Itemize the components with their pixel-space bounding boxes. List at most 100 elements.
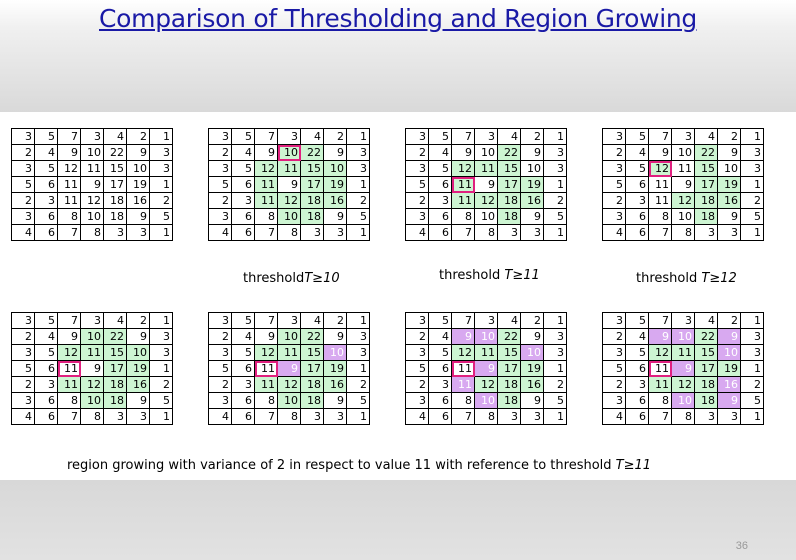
matrix-cell: 2: [602, 192, 626, 209]
matrix-cell: 5: [34, 128, 58, 145]
matrix-cell: 1: [740, 312, 764, 329]
matrix-cell: 3: [520, 224, 544, 241]
matrix-cell: 11: [80, 344, 104, 361]
matrix-cell: 4: [103, 128, 127, 145]
matrix-cell: 3: [277, 128, 301, 145]
matrix-cell: 4: [231, 144, 255, 161]
matrix-cell: 10: [323, 344, 347, 361]
matrix-cell: 5: [34, 160, 58, 177]
matrix-row: 3 5 12 11 15 10 3: [602, 160, 764, 177]
matrix-cell: 19: [323, 176, 347, 193]
matrix-cell: 1: [740, 408, 764, 425]
matrix-cell: 3: [740, 328, 764, 345]
matrix-row: 2 4 9 10 22 9 3: [405, 328, 567, 345]
matrix-cell: 8: [57, 208, 81, 225]
matrix-cell: 3: [694, 408, 718, 425]
matrix-cell: 19: [126, 360, 150, 377]
matrix-cell: 10: [474, 208, 498, 225]
matrix-cell: 6: [34, 408, 58, 425]
matrix-cell: 17: [300, 176, 324, 193]
seed-cell: 11: [451, 360, 475, 377]
matrix-cell: 4: [34, 144, 58, 161]
matrix-row: 3 6 8 10 18 9 5: [208, 208, 370, 225]
matrix-cell: 3: [126, 408, 150, 425]
seed-cell: 12: [648, 160, 672, 177]
matrix-cell: 5: [625, 312, 649, 329]
matrix-cell: 10: [717, 344, 741, 361]
matrix-cell: 18: [300, 208, 324, 225]
matrix-cell: 6: [625, 408, 649, 425]
matrix-cell: 3: [497, 224, 521, 241]
matrix-cell: 5: [543, 208, 567, 225]
matrix-cell: 16: [323, 376, 347, 393]
matrix-cell: 9: [80, 176, 104, 193]
matrix-cell: 4: [231, 328, 255, 345]
matrix-cell: 3: [126, 224, 150, 241]
matrix-cell: 10: [671, 328, 695, 345]
matrix-cell: 6: [428, 360, 452, 377]
matrix-cell: 5: [208, 360, 232, 377]
matrix-cell: 3: [625, 376, 649, 393]
matrix-cell: 3: [149, 344, 173, 361]
matrix-cell: 7: [648, 312, 672, 329]
matrix-cell: 18: [497, 208, 521, 225]
matrix-cell: 16: [520, 192, 544, 209]
seed-cell: 11: [648, 360, 672, 377]
matrix-cell: 18: [694, 192, 718, 209]
matrix-cell: 3: [11, 312, 35, 329]
matrix-cell: 3: [208, 160, 232, 177]
matrix-cell: 8: [277, 408, 301, 425]
matrix-cell: 11: [57, 192, 81, 209]
matrix-cell: 3: [740, 344, 764, 361]
matrix-cell: 9: [277, 176, 301, 193]
matrix-cell: 3: [543, 160, 567, 177]
matrix-cell: 9: [451, 144, 475, 161]
matrix-cell: 2: [717, 128, 741, 145]
matrix-cell: 8: [451, 392, 475, 409]
matrix-cell: 3: [497, 408, 521, 425]
matrix-cell: 16: [520, 376, 544, 393]
matrix-row: 3 5 12 11 15 10 3: [405, 160, 567, 177]
matrix-cell: 3: [103, 224, 127, 241]
matrix-cell: 22: [694, 328, 718, 345]
matrix-cell: 18: [103, 208, 127, 225]
matrix-cell: 8: [451, 208, 475, 225]
seed-cell: 11: [57, 360, 81, 377]
matrix-cell: 18: [103, 192, 127, 209]
matrix-cell: 5: [428, 128, 452, 145]
matrix-cell: 6: [34, 360, 58, 377]
matrix-cell: 6: [625, 224, 649, 241]
matrix-cell: 3: [149, 144, 173, 161]
matrix-cell: 3: [149, 160, 173, 177]
caption-threshold-11: threshold T≥11: [439, 268, 540, 283]
matrix-cell: 5: [346, 392, 370, 409]
matrix-cell: 2: [149, 376, 173, 393]
matrix-cell: 11: [671, 344, 695, 361]
matrix-cell: 5: [231, 128, 255, 145]
matrix-cell: 10: [717, 160, 741, 177]
seed-cell: 11: [254, 360, 278, 377]
slide-footer-background: [0, 480, 796, 560]
matrix-cell: 10: [671, 392, 695, 409]
matrix-cell: 3: [543, 144, 567, 161]
matrix-cell: 11: [57, 376, 81, 393]
matrix-cell: 17: [694, 360, 718, 377]
matrix-cell: 12: [254, 160, 278, 177]
matrix-cell: 7: [254, 408, 278, 425]
matrix-cell: 17: [497, 176, 521, 193]
matrix-cell: 1: [346, 128, 370, 145]
matrix-cell: 6: [625, 360, 649, 377]
matrix-cell: 1: [346, 312, 370, 329]
matrix-cell: 3: [231, 376, 255, 393]
matrix-cell: 12: [57, 160, 81, 177]
matrix-row: 2 3 11 12 18 16 2: [208, 192, 370, 209]
matrix-cell: 9: [126, 328, 150, 345]
matrix-cell: 1: [149, 360, 173, 377]
matrix-cell: 18: [300, 376, 324, 393]
matrix-cell: 11: [648, 376, 672, 393]
